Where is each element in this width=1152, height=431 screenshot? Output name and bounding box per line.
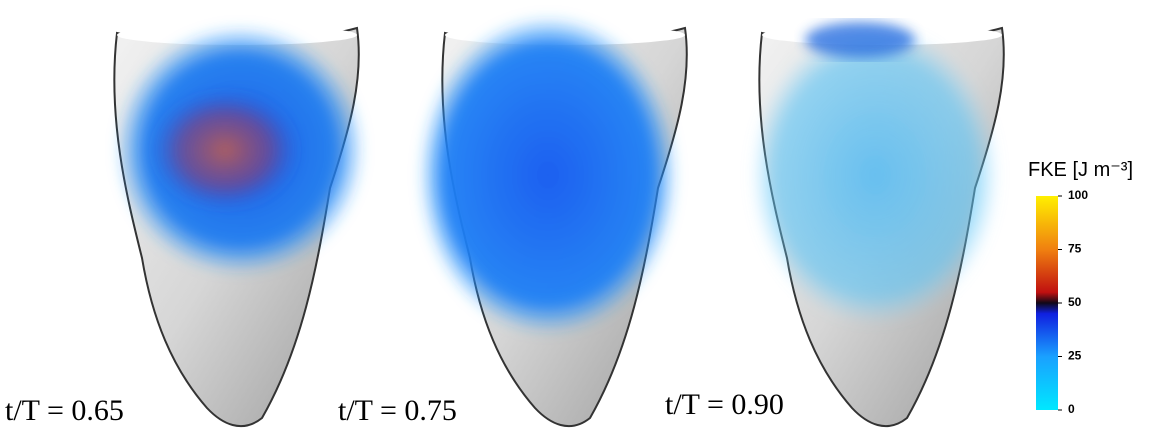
flow-core xyxy=(150,90,300,210)
flow-volume xyxy=(750,25,1000,325)
flow-volume xyxy=(418,15,678,335)
tick-label: 0 xyxy=(1068,402,1075,416)
tick-label: 25 xyxy=(1068,349,1082,363)
panel-label: t/T = 0.90 xyxy=(665,388,784,421)
panel-label: t/T = 0.65 xyxy=(5,394,124,427)
tick-label: 75 xyxy=(1068,242,1082,256)
flow-volume xyxy=(805,22,915,58)
tick-label: 100 xyxy=(1068,188,1088,202)
colorbar-title: FKE [J m⁻³] xyxy=(1028,159,1133,181)
panel-label: t/T = 0.75 xyxy=(338,394,457,427)
tick-label: 50 xyxy=(1068,295,1082,309)
colorbar xyxy=(1036,196,1058,410)
